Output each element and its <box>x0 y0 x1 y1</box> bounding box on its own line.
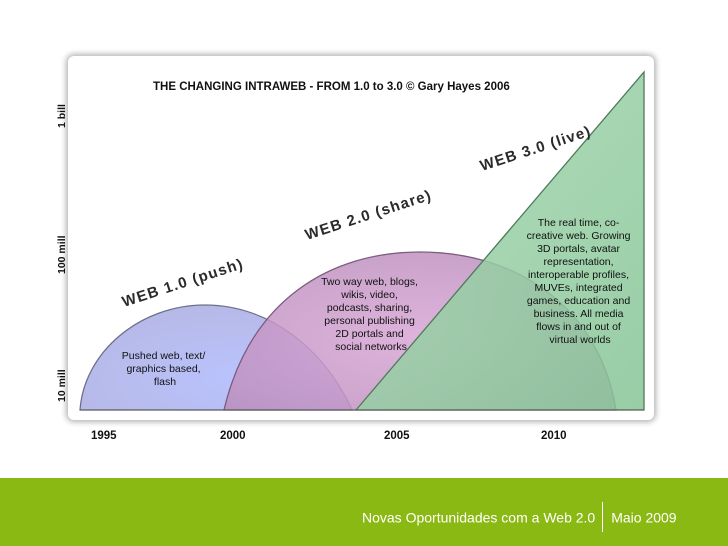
web2-label: WEB 2.0 (share) <box>303 187 434 244</box>
web1-label: WEB 1.0 (push) <box>120 255 246 310</box>
footer-separator <box>602 502 604 532</box>
footer-title: Novas Oportunidades com a Web 2.0 <box>362 509 596 526</box>
web-evolution-diagram: THE CHANGING INTRAWEB - FROM 1.0 to 3.0 … <box>56 70 645 442</box>
x-label-2005: 2005 <box>384 430 410 442</box>
diagram-title: THE CHANGING INTRAWEB - FROM 1.0 to 3.0 … <box>153 81 510 93</box>
x-label-1995: 1995 <box>91 430 117 442</box>
footer-bar <box>0 478 728 546</box>
y-label-100-mill: 100 mill <box>56 235 68 274</box>
footer-text: Novas Oportunidades com a Web 2.0 Maio 20… <box>362 502 677 532</box>
x-label-2010: 2010 <box>541 430 567 442</box>
footer-date: Maio 2009 <box>611 509 677 526</box>
web2-description: Two way web, blogs, wikis, video, podcas… <box>321 276 421 353</box>
web1-description: Pushed web, text/ graphics based, flash <box>122 350 208 388</box>
y-label-10-mill: 10 mill <box>56 369 68 402</box>
web3-description: The real time, co- creative web. Growing… <box>527 217 634 346</box>
y-label-1-bill: 1 bill <box>56 104 68 128</box>
x-label-2000: 2000 <box>220 430 246 442</box>
